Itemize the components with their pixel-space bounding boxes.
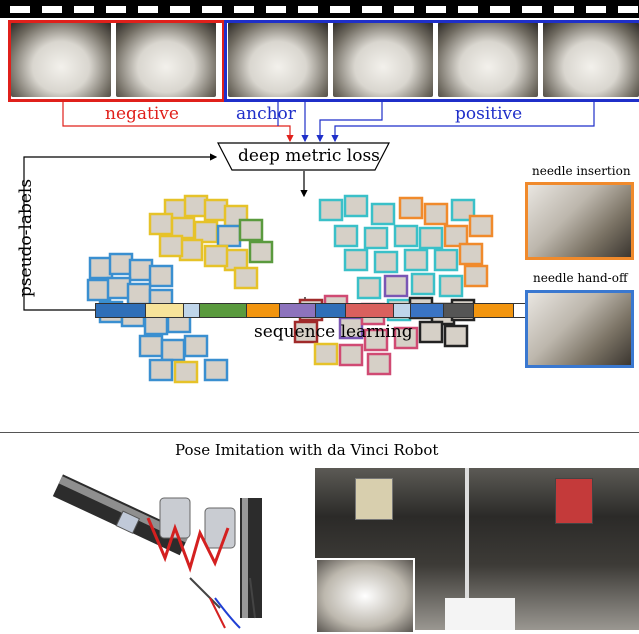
sequence-segment: [247, 304, 280, 317]
feedback-loop: [23, 153, 218, 311]
da-vinci-robot-photo: [315, 468, 639, 634]
sequence-segment: [444, 304, 474, 317]
sequence-segment: [316, 304, 346, 317]
pseudo-labels-label: pseudo-labels: [16, 178, 36, 298]
negative-label: negative: [105, 104, 179, 124]
negative-connector: [62, 100, 294, 143]
sequence-segment: [346, 304, 394, 317]
loss-label: deep metric loss: [238, 146, 380, 166]
sequence-segment: [96, 304, 146, 317]
needle-insertion-label: needle insertion: [532, 164, 631, 178]
section-divider: [0, 432, 639, 433]
negative-box: [8, 20, 225, 102]
needle-handoff-label: needle hand-off: [533, 271, 628, 285]
sequence-bar: [95, 303, 536, 318]
positive-connector-2: [331, 100, 595, 143]
video-frame-negative-1: [11, 22, 111, 97]
video-frame-anchor: [228, 22, 328, 97]
sequence-segment: [394, 304, 411, 317]
sequence-segment: [280, 304, 316, 317]
sequence-label: sequence learning: [254, 322, 413, 342]
sequence-segment: [474, 304, 514, 317]
sequence-segment: [411, 304, 444, 317]
anchor-label: anchor: [236, 104, 296, 124]
cluster-left: [86, 194, 274, 384]
positive-label: positive: [455, 104, 523, 124]
loss-block: [217, 142, 390, 171]
robot-simulation-render: [52, 474, 262, 629]
video-frame-positive-1: [333, 22, 433, 97]
video-frame-negative-2: [116, 22, 216, 97]
video-frame-positive-3: [543, 22, 639, 97]
video-frame-positive-2: [438, 22, 538, 97]
endoscope-inset: [315, 558, 415, 634]
needle-handoff-example: [525, 290, 634, 368]
needle-insertion-example: [525, 182, 634, 260]
anchor-positive-box: [224, 20, 639, 102]
sequence-segment: [184, 304, 200, 317]
cluster-right: [293, 194, 494, 376]
sequence-segment: [200, 304, 247, 317]
sequence-segment: [146, 304, 184, 317]
film-perforations: [10, 6, 638, 13]
bottom-title: Pose Imitation with da Vinci Robot: [175, 441, 439, 459]
film-strip: [0, 0, 639, 18]
positive-connector-1: [316, 100, 383, 143]
